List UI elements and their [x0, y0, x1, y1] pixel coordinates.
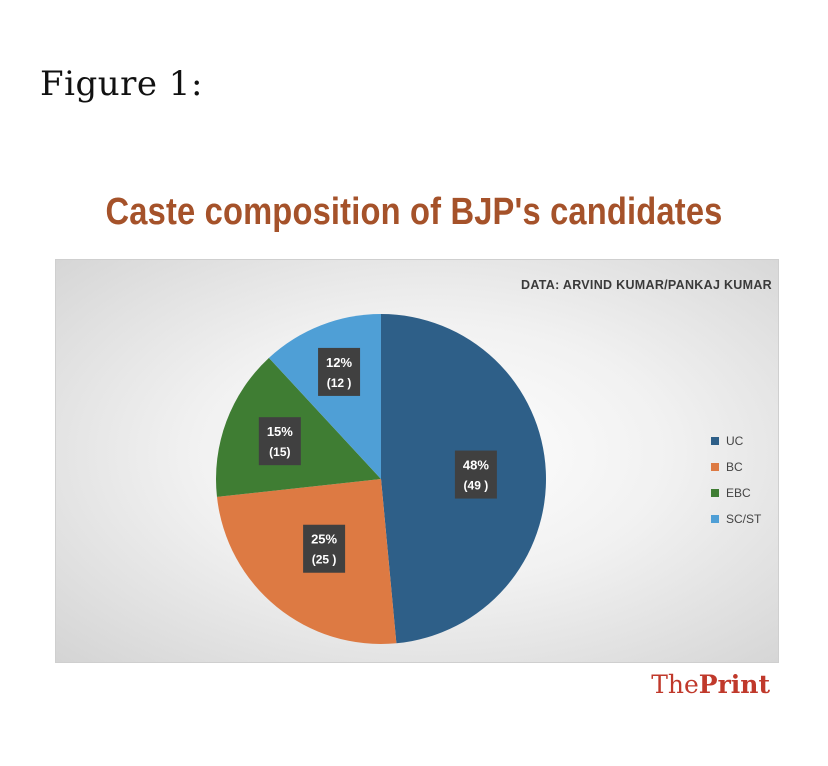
- pie-chart: 48% (49 ) 25% (25 ) 15% (15) 12% (12 ): [215, 314, 546, 644]
- data-label-box-scst: [318, 347, 361, 396]
- legend-swatch-bc: [711, 463, 719, 471]
- chart-title: Caste composition of BJP's candidates: [105, 191, 723, 233]
- data-label-ebc: 15% (15): [258, 417, 301, 466]
- data-label-count-scst: (12 ): [327, 376, 352, 390]
- chart-panel: 48% (49 ) 25% (25 ) 15% (15) 12% (12 ) DATA: AR…: [55, 259, 779, 663]
- legend-item-scst: SC/ST: [711, 506, 761, 532]
- data-label-uc: 48% (49 ): [454, 450, 497, 499]
- data-label-scst: 12% (12 ): [318, 347, 361, 396]
- legend-item-uc: UC: [711, 428, 761, 454]
- legend-swatch-ebc: [711, 489, 719, 497]
- data-label-percent-ebc: 15%: [267, 424, 293, 439]
- legend-label-bc: BC: [726, 460, 743, 474]
- legend-label-uc: UC: [726, 434, 744, 448]
- data-label-count-bc: (25 ): [312, 553, 337, 567]
- data-label-percent-bc: 25%: [311, 532, 337, 547]
- legend-swatch-uc: [711, 437, 719, 445]
- legend-label-scst: SC/ST: [726, 512, 762, 526]
- data-source: DATA: ARVIND KUMAR/PANKAJ KUMAR: [521, 278, 772, 292]
- brand-the: The: [651, 670, 699, 699]
- data-label-box-uc: [454, 450, 497, 499]
- legend-label-ebc: EBC: [726, 486, 751, 500]
- legend-item-bc: BC: [711, 454, 761, 480]
- data-label-percent-scst: 12%: [326, 355, 352, 370]
- figure-label: Figure 1:: [40, 64, 203, 104]
- data-label-count-uc: (49 ): [464, 479, 489, 493]
- data-label-count-ebc: (15): [269, 445, 290, 459]
- data-label-box-ebc: [258, 417, 301, 466]
- data-label-bc: 25% (25 ): [303, 524, 346, 573]
- brand-print: Print: [698, 670, 770, 699]
- legend-item-ebc: EBC: [711, 480, 761, 506]
- legend: UC BC EBC SC/ST: [711, 428, 761, 532]
- data-label-percent-uc: 48%: [463, 458, 489, 473]
- brand-logo: ThePrint: [651, 670, 770, 699]
- data-label-box-bc: [303, 524, 346, 573]
- legend-swatch-scst: [711, 515, 719, 523]
